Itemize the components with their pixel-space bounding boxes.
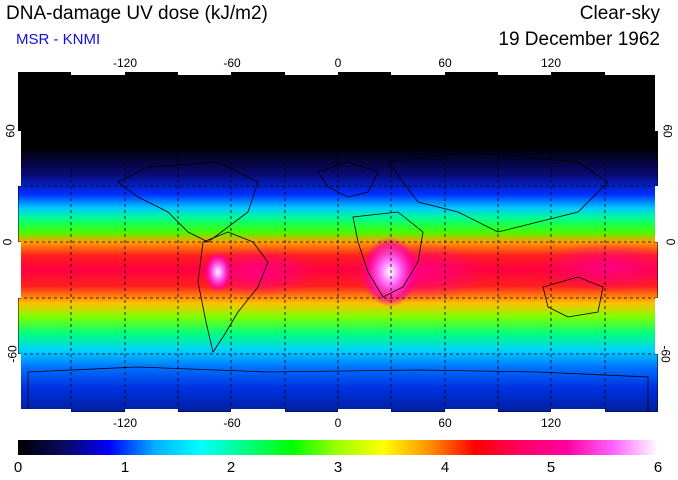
colorbar-label: 2: [226, 459, 236, 476]
colorbar-label: 3: [333, 459, 343, 476]
colorbar-label: 4: [440, 459, 450, 476]
lat-tick-left: 0: [0, 238, 15, 246]
lon-tick-top: 60: [438, 56, 452, 70]
lon-tick-top: 0: [334, 56, 342, 70]
uv-dose-map: [18, 72, 658, 412]
lon-tick-top: -120: [112, 56, 138, 70]
map-subtitle: MSR - KNMI: [16, 31, 101, 48]
map-date: 19 December 1962: [498, 29, 660, 50]
lat-tick-right: 60: [660, 124, 675, 138]
coastlines: [27, 151, 649, 412]
lat-tick-left: 60: [3, 124, 18, 138]
lon-tick-top: -60: [223, 56, 241, 70]
colorbar-label: 1: [120, 459, 130, 476]
lon-tick-bottom: 60: [438, 416, 452, 430]
lat-tick-right: 0: [663, 238, 678, 246]
sky-condition: Clear-sky: [579, 3, 660, 24]
map-title: DNA-damage UV dose (kJ/m2): [6, 3, 268, 24]
lat-tick-right: -60: [658, 345, 673, 363]
hotspot-andes: [204, 252, 232, 292]
colorbar: [18, 440, 658, 455]
lon-tick-bottom: -60: [223, 416, 241, 430]
colorbar-label: 5: [546, 459, 556, 476]
map-border: [18, 72, 658, 412]
colorbar-label: 0: [13, 459, 23, 476]
hotspot-africa: [362, 237, 418, 307]
lon-tick-bottom: 120: [540, 416, 562, 430]
lon-tick-bottom: -120: [112, 416, 138, 430]
lon-tick-bottom: 0: [334, 416, 342, 430]
graticule: [18, 72, 658, 412]
lon-tick-top: 120: [540, 56, 562, 70]
colorbar-label: 6: [653, 459, 663, 476]
